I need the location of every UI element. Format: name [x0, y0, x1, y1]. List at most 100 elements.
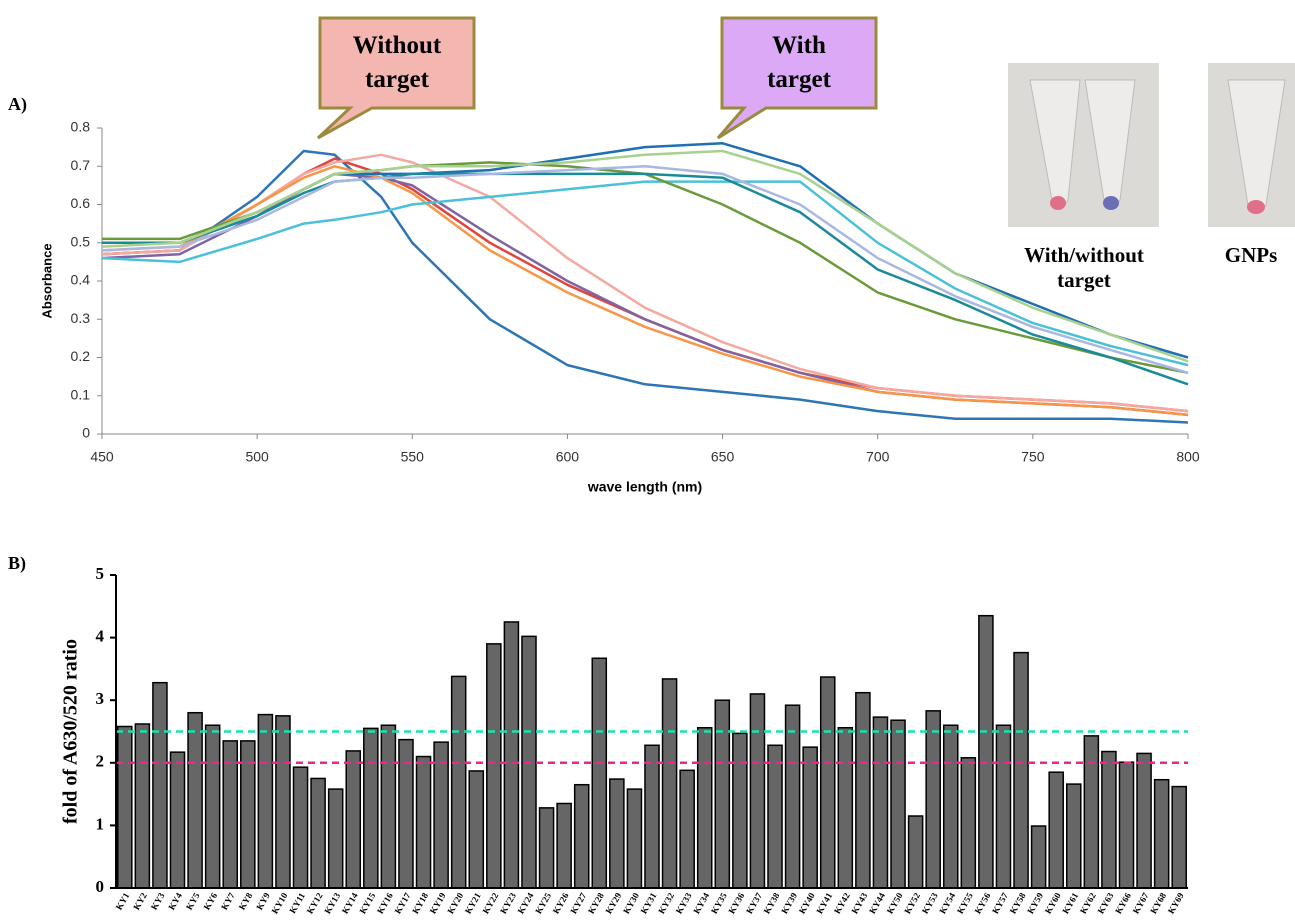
y-tick-label: 0	[82, 425, 90, 441]
y-tick-label: 0.1	[71, 386, 91, 402]
bar	[1049, 772, 1063, 888]
x-tick-label: KY16	[375, 891, 395, 916]
panel-label: A)	[8, 94, 27, 115]
bar	[206, 725, 220, 888]
figure: Withouttarget Withtarget A)00.10.20.30.4…	[0, 0, 1295, 923]
x-tick-label: KY7	[219, 891, 237, 912]
x-tick-label: KY66	[1113, 891, 1133, 916]
bar	[417, 757, 431, 888]
x-tick-label: KY11	[287, 891, 307, 915]
bar	[1014, 653, 1028, 888]
x-tick-label: KY19	[428, 891, 448, 916]
bar	[610, 779, 624, 888]
x-tick-label: KY40	[797, 891, 817, 916]
bar	[926, 711, 940, 888]
bar	[663, 679, 677, 888]
x-tick-label: KY13	[322, 891, 342, 916]
bar	[452, 676, 466, 888]
x-tick-label: KY22	[480, 891, 500, 916]
y-tick-label: 0.5	[71, 233, 91, 249]
x-tick-label: KY3	[149, 891, 167, 912]
y-tick-label: 1	[96, 814, 105, 833]
x-tick-label: KY6	[202, 891, 220, 912]
x-tick-label: KY61	[1060, 891, 1080, 916]
x-tick-label: 800	[1176, 449, 1200, 465]
bar	[592, 658, 606, 888]
x-tick-label: KY38	[762, 891, 782, 916]
bar	[258, 715, 272, 888]
bar	[118, 726, 132, 888]
bar	[627, 789, 641, 888]
bar	[188, 713, 202, 888]
x-tick-label: 550	[401, 449, 425, 465]
x-tick-label: KY21	[463, 891, 483, 916]
x-tick-label: KY27	[568, 891, 588, 916]
x-tick-label: KY37	[744, 891, 764, 916]
x-tick-label: KY9	[254, 891, 272, 912]
x-tick-label: KY52	[902, 891, 922, 916]
y-tick-label: 4	[96, 627, 105, 646]
bar	[838, 728, 852, 888]
bar	[135, 724, 149, 888]
bar	[961, 758, 975, 888]
bar	[504, 622, 518, 888]
bar	[996, 725, 1010, 888]
x-tick-label: KY69	[1166, 891, 1186, 916]
bar	[487, 644, 501, 888]
x-tick-label: KY26	[551, 891, 571, 916]
x-tick-label: KY30	[621, 891, 641, 916]
bar	[715, 700, 729, 888]
x-tick-label: 700	[866, 449, 890, 465]
bar	[170, 752, 184, 888]
bar	[873, 717, 887, 888]
x-tick-label: KY41	[814, 891, 834, 916]
bar	[803, 747, 817, 888]
x-tick-label: KY42	[832, 891, 852, 916]
x-tick-label: KY57	[990, 891, 1010, 916]
x-tick-label: KY2	[131, 891, 149, 912]
y-tick-label: 5	[96, 564, 105, 583]
y-axis-title: Absorbance	[39, 243, 54, 318]
chart: Withouttarget Withtarget A)00.10.20.30.4…	[0, 0, 1295, 923]
bar	[1032, 826, 1046, 888]
y-tick-label: 0.6	[71, 195, 91, 211]
x-tick-label: KY36	[726, 891, 746, 916]
x-tick-label: KY20	[445, 891, 465, 916]
bar	[1067, 784, 1081, 888]
y-axis-title: fold of A630/520 ratio	[60, 639, 82, 824]
x-tick-label: KY28	[586, 891, 606, 916]
liquid	[1050, 196, 1066, 210]
y-tick-label: 0	[96, 877, 105, 896]
x-tick-label: KY62	[1078, 891, 1098, 916]
x-tick-label: KY60	[1043, 891, 1063, 916]
y-tick-label: 0.7	[71, 157, 91, 173]
bar	[768, 745, 782, 888]
x-tick-label: KY31	[639, 891, 659, 916]
bar	[1172, 787, 1186, 888]
x-tick-label: KY58	[1008, 891, 1028, 916]
x-tick-label: KY59	[1025, 891, 1045, 916]
x-tick-label: KY1	[114, 891, 132, 912]
x-tick-label: KY5	[184, 891, 202, 912]
x-axis-title: wave length (nm)	[587, 479, 702, 495]
bar	[680, 770, 694, 888]
x-tick-label: KY29	[603, 891, 623, 916]
x-tick-label: KY17	[393, 891, 413, 916]
y-tick-label: 0.2	[71, 348, 91, 364]
x-tick-label: KY68	[1148, 891, 1168, 916]
liquid	[1103, 196, 1119, 210]
bar	[293, 767, 307, 888]
bar	[750, 694, 764, 888]
bar	[364, 728, 378, 888]
bar	[821, 677, 835, 888]
bar	[909, 816, 923, 888]
x-tick-label: KY25	[533, 891, 553, 916]
bar	[891, 720, 905, 888]
x-tick-label: KY10	[270, 891, 290, 916]
bar	[153, 683, 167, 888]
bar	[1137, 753, 1151, 888]
x-tick-label: KY32	[656, 891, 676, 916]
y-tick-label: 2	[96, 752, 105, 771]
x-tick-label: KY33	[674, 891, 694, 916]
x-tick-label: 450	[90, 449, 114, 465]
